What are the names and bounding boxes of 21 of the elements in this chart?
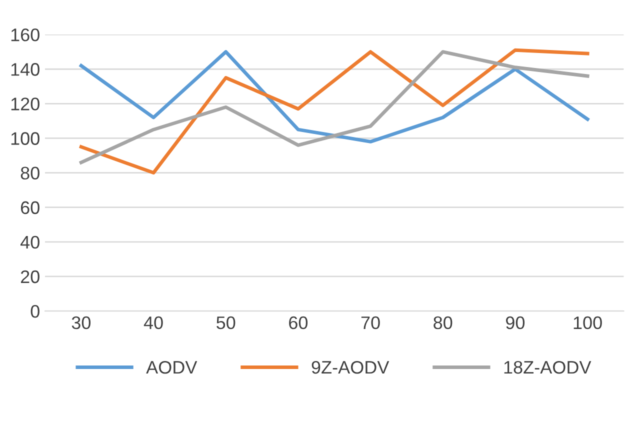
legend-label: AODV [146,360,198,374]
x-tick-label: 50 [216,316,236,330]
x-tick-label: 100 [574,316,602,330]
x-tick-label: 30 [72,316,91,330]
x-tick-label: 90 [506,316,525,330]
y-tick-label: 140 [11,63,40,76]
x-tick-label: 80 [434,316,452,330]
y-tick-label: 60 [20,201,40,214]
legend-label: 18Z-AODV [504,360,592,374]
y-tick-label: 80 [20,166,40,180]
x-tick-label: 40 [144,316,163,330]
legend-label: 9Z-AODV [312,360,390,374]
y-tick-label: 20 [20,270,40,284]
x-tick-label: 60 [289,316,308,330]
y-tick-label: 40 [20,236,40,249]
y-tick-label: 120 [11,98,40,110]
y-tick-label: 160 [11,28,40,42]
x-tick-label: 70 [361,316,380,330]
y-tick-label: 100 [11,132,40,145]
line-series [79,50,590,144]
y-tick-label: 0 [30,304,40,318]
